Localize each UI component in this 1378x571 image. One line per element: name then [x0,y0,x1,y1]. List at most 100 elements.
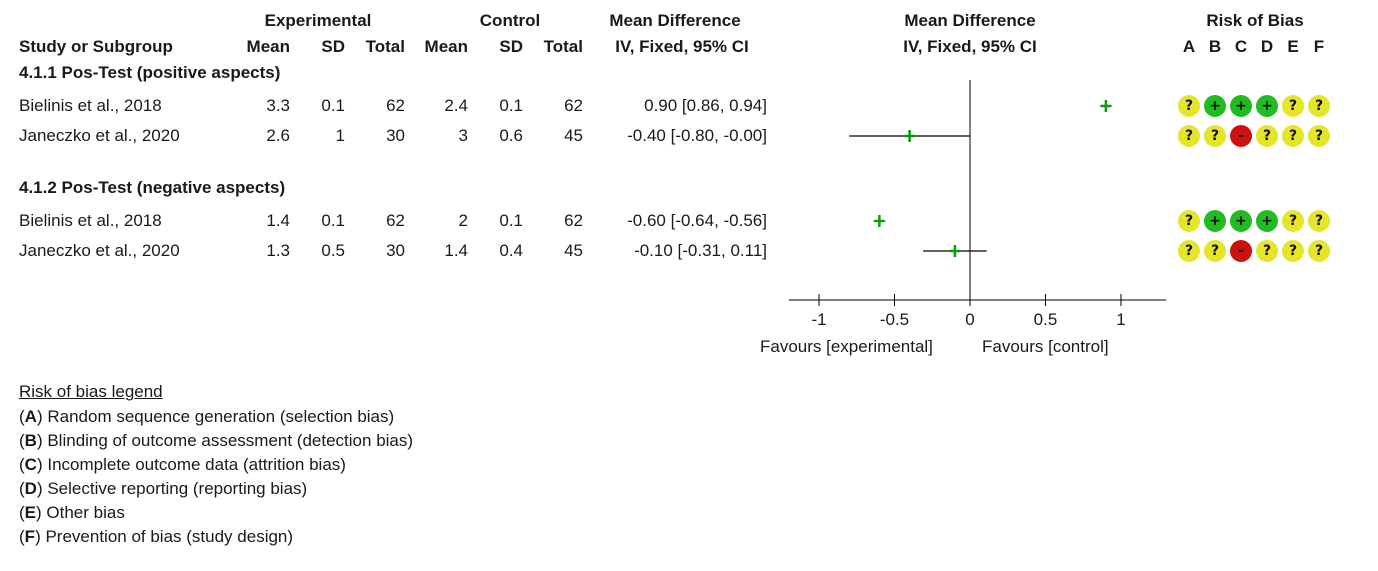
study-name: Bielinis et al., 2018 [19,211,162,230]
header-risk-of-bias: Risk of Bias [1206,11,1304,30]
rob-dot: - [1230,240,1252,262]
subgroup-title: 4.1.1 Pos-Test (positive aspects) [19,63,281,82]
ctl-sd-cell: 0.1 [499,211,523,230]
rob-dot: + [1256,210,1278,232]
header-ctl-mean: Mean [424,37,468,56]
header-exp-mean: Mean [246,37,290,56]
ctl-sd-cell: 0.4 [499,241,523,260]
ctl-mean-cell: 2 [458,211,468,230]
study-name: Janeczko et al., 2020 [19,126,180,145]
exp-total-cell: 62 [386,96,405,115]
rob-dot: ? [1282,95,1304,117]
rob-dot: ? [1204,125,1226,147]
subgroup-title: 4.1.2 Pos-Test (negative aspects) [19,178,286,197]
header-exp-sd: SD [321,37,345,56]
ci-cell: -0.10 [-0.31, 0.11] [634,241,767,260]
rob-legend-item: (A) Random sequence generation (selectio… [19,407,394,427]
rob-legend-letter: (E) [19,503,42,522]
rob-dot: ? [1178,125,1200,147]
rob-legend-letter: (F) [19,527,41,546]
header-control: Control [479,11,541,30]
ctl-sd-cell: 0.6 [499,126,523,145]
rob-letter-b: B [1208,37,1222,56]
rob-legend-text: Blinding of outcome assessment (detectio… [42,431,414,450]
exp-sd-cell: 0.1 [321,96,345,115]
x-tick-label: 0 [965,310,974,329]
exp-sd-cell: 0.5 [321,241,345,260]
rob-legend-text: Random sequence generation (selection bi… [42,407,395,426]
rob-dot: ? [1256,240,1278,262]
x-tick-label: -0.5 [880,310,909,329]
rob-legend-text: Prevention of bias (study design) [40,527,294,546]
header-mean-difference-plot: Mean Difference [904,11,1036,30]
rob-legend-item: (C) Incomplete outcome data (attrition b… [19,455,346,475]
rob-dot: ? [1178,95,1200,117]
header-exp-total: Total [365,37,405,56]
rob-letter-a: A [1182,37,1196,56]
rob-dot: ? [1282,125,1304,147]
ctl-mean-cell: 1.4 [444,241,468,260]
rob-legend-item: (E) Other bias [19,503,125,523]
exp-total-cell: 30 [386,126,405,145]
rob-legend-text: Other bias [41,503,125,522]
ctl-total-cell: 62 [564,211,583,230]
exp-mean-cell: 1.3 [266,241,290,260]
favours-experimental-label: Favours [experimental] [760,337,933,356]
study-name: Bielinis et al., 2018 [19,96,162,115]
header-ci: IV, Fixed, 95% CI [615,37,749,56]
ctl-mean-cell: 2.4 [444,96,468,115]
rob-dot: ? [1308,240,1330,262]
rob-legend-letter: (B) [19,431,43,450]
rob-legend-text: Selective reporting (reporting bias) [42,479,308,498]
ci-cell: 0.90 [0.86, 0.94] [644,96,767,115]
rob-legend-text: Incomplete outcome data (attrition bias) [42,455,346,474]
x-tick-label: -1 [811,310,826,329]
rob-dot: + [1204,210,1226,232]
rob-dot: + [1230,95,1252,117]
exp-sd-cell: 1 [335,126,345,145]
rob-letter-c: C [1234,37,1248,56]
study-name: Janeczko et al., 2020 [19,241,180,260]
header-mean-difference: Mean Difference [609,11,741,30]
rob-letter-f: F [1313,37,1325,56]
exp-total-cell: 62 [386,211,405,230]
header-ctl-total: Total [543,37,583,56]
rob-dot: ? [1308,210,1330,232]
ctl-total-cell: 62 [564,96,583,115]
ci-cell: -0.60 [-0.64, -0.56] [627,211,767,230]
rob-legend-letter: (A) [19,407,43,426]
rob-dot: ? [1308,125,1330,147]
rob-dot: ? [1282,210,1304,232]
header-ctl-sd: SD [499,37,523,56]
ctl-total-cell: 45 [564,241,583,260]
rob-dot: ? [1282,240,1304,262]
rob-legend-letter: (D) [19,479,43,498]
favours-control-label: Favours [control] [982,337,1109,356]
exp-sd-cell: 0.1 [321,211,345,230]
ctl-mean-cell: 3 [458,126,468,145]
rob-dot: - [1230,125,1252,147]
exp-mean-cell: 2.6 [266,126,290,145]
header-ci-plot: IV, Fixed, 95% CI [903,37,1037,56]
rob-legend-item: (F) Prevention of bias (study design) [19,527,293,547]
rob-dot: + [1204,95,1226,117]
rob-dot: ? [1178,210,1200,232]
x-tick-label: 0.5 [1034,310,1058,329]
rob-legend-item: (B) Blinding of outcome assessment (dete… [19,431,413,451]
rob-dot: ? [1204,240,1226,262]
rob-dot: ? [1256,125,1278,147]
rob-dot: ? [1178,240,1200,262]
ci-cell: -0.40 [-0.80, -0.00] [627,126,767,145]
rob-dot: + [1230,210,1252,232]
rob-dot: ? [1308,95,1330,117]
exp-total-cell: 30 [386,241,405,260]
header-study-or-subgroup: Study or Subgroup [19,37,173,56]
ctl-total-cell: 45 [564,126,583,145]
rob-letter-d: D [1260,37,1274,56]
rob-legend-title: Risk of bias legend [19,382,163,401]
rob-legend-item: (D) Selective reporting (reporting bias) [19,479,307,499]
rob-letter-e: E [1287,37,1299,56]
header-experimental: Experimental [264,11,372,30]
exp-mean-cell: 3.3 [266,96,290,115]
